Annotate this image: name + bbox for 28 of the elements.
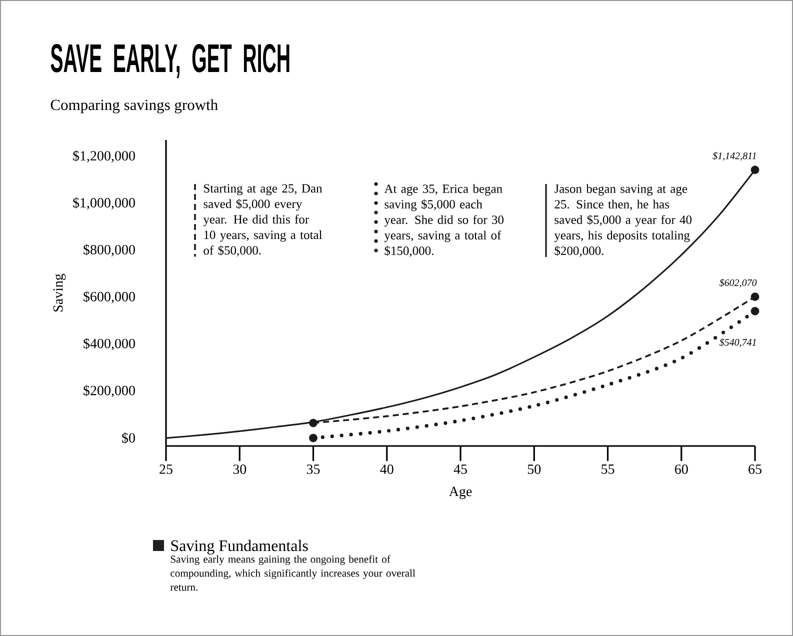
annotation: Starting at age 25, Dan saved $5,000 every year. He did this for 10 years, saving a total of $50,000. [203, 184, 322, 256]
y-axis-title: Saving [53, 274, 66, 312]
annotation: Jason began saving at age 25. Since then, he has saved $5,000 a year for 40 years, his deposits totaling $200,000. [554, 184, 692, 257]
x-tick-label: 50 [528, 464, 541, 474]
y-tick-label: $1,000,000 [73, 197, 135, 210]
data-label: $540,741 [719, 338, 756, 348]
chart-title: SAVE EARLY, GET RICH [50, 44, 290, 78]
x-tick-label: 55 [602, 464, 614, 474]
x-axis-title: Age [448, 486, 472, 500]
y-tick-label: $1,200,000 [73, 150, 135, 163]
text: Saving Fundamentals [171, 540, 308, 554]
y-tick-label: $400,000 [84, 338, 135, 350]
x-tick-label: 35 [306, 464, 320, 474]
y-tick-label: $800,000 [84, 244, 135, 256]
x-tick-label: 60 [674, 464, 688, 474]
text: Saving early means gaining the ongoing benefit of compounding, which significantly increases your overall return. [170, 555, 416, 591]
annotation: At age 35, Erica began saving $5,000 each year. She did so for 30 years, saving a total of $150,000. [384, 184, 504, 257]
data-label: $1,142,811 [712, 152, 756, 161]
x-tick-label: 25 [160, 464, 172, 474]
data-label: $602,070 [719, 278, 757, 288]
y-tick-label: $600,000 [84, 291, 135, 304]
y-tick-label: $0 [122, 432, 135, 444]
x-tick-label: 30 [233, 464, 246, 474]
chart-subtitle: Comparing savings growth [50, 99, 218, 114]
x-tick-label: 40 [380, 464, 394, 474]
x-tick-label: 65 [748, 464, 762, 474]
y-tick-label: $200,000 [84, 384, 135, 398]
x-tick-label: 45 [454, 464, 467, 474]
